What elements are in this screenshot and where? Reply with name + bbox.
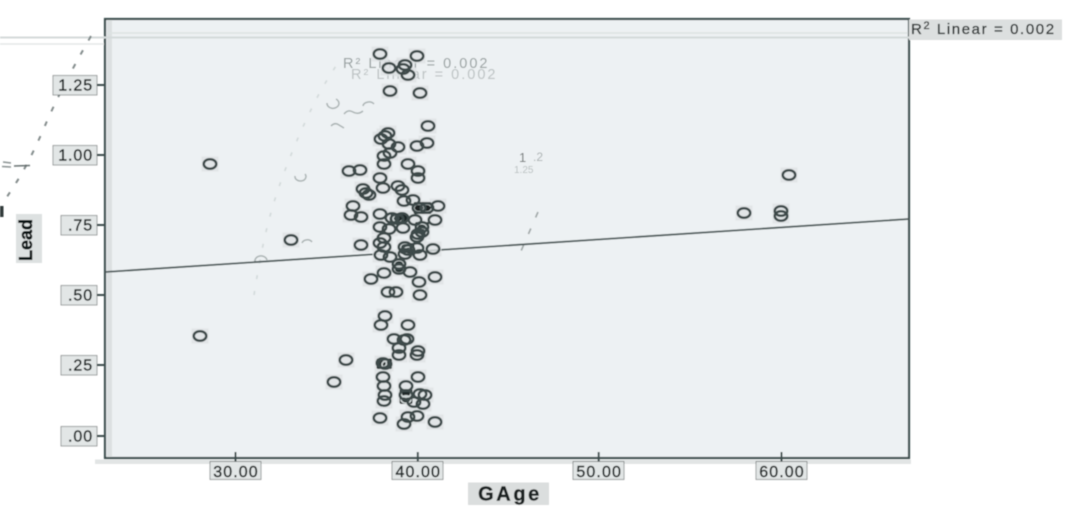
svg-text:GAge: GAge (478, 484, 542, 506)
svg-text:.00: .00 (68, 429, 93, 446)
svg-text:60.00: 60.00 (759, 464, 805, 481)
svg-text:.50: .50 (68, 288, 93, 305)
svg-text:Lead: Lead (16, 219, 36, 261)
svg-text:.2: .2 (533, 150, 543, 164)
svg-text:.75: .75 (68, 218, 93, 235)
svg-text:1.00: 1.00 (58, 148, 93, 165)
svg-text:1.25: 1.25 (514, 165, 534, 176)
svg-text:1.25: 1.25 (58, 78, 93, 95)
svg-text:.25: .25 (68, 358, 93, 375)
svg-text:40.00: 40.00 (396, 464, 442, 481)
svg-text:30.00: 30.00 (213, 464, 259, 481)
svg-text:R² Linear = 0.002: R² Linear = 0.002 (351, 67, 497, 83)
svg-text:R2 Linear = 0.002: R2 Linear = 0.002 (911, 20, 1056, 38)
svg-text:1: 1 (519, 150, 526, 165)
svg-text:50.00: 50.00 (576, 464, 622, 481)
